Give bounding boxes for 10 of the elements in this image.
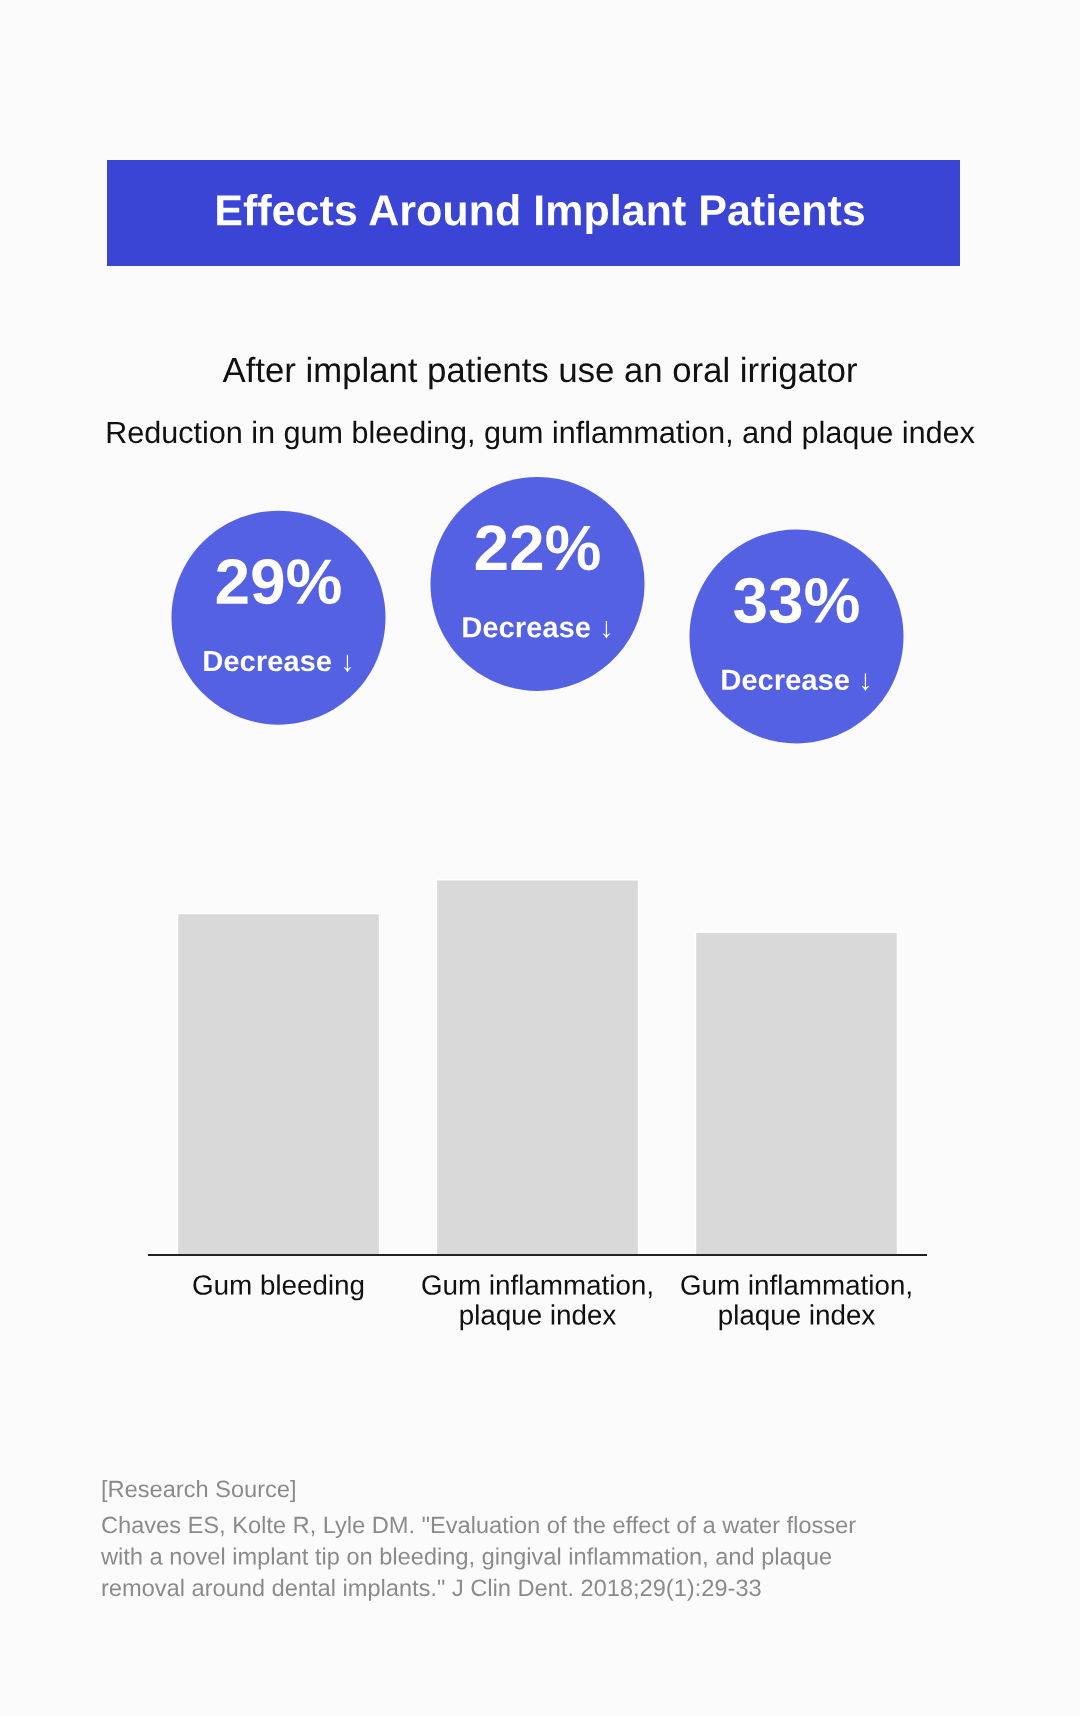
chart-title: Effects Around Implant Patients [217,193,864,235]
chart-subtitle: After implant patients use an oral irrigator Reduction in gum bleeding, gum inflammation, and plaque index [107,356,975,450]
text: 33% Decrease ↓ [722,577,869,691]
text: 29% Decrease ↓ [204,559,351,672]
text: [Research Source] [102,1480,295,1503]
text: 22% Decrease ↓ [463,525,610,639]
text: Chaves ES, Kolte R, Lyle DM. "Evaluation of the effect of a water flosser with a novel implant tip on bleeding, gingival inflammation, and plaque removal around dental implants." J Clin Dent. 2018;29(1):29-33 [100,1516,856,1601]
x-tick-label: Gum inflammation, plaque index [681,1274,911,1331]
x-tick-label: Gum inflammation, plaque index [422,1274,652,1331]
x-tick-label: Gum bleeding [193,1274,364,1301]
